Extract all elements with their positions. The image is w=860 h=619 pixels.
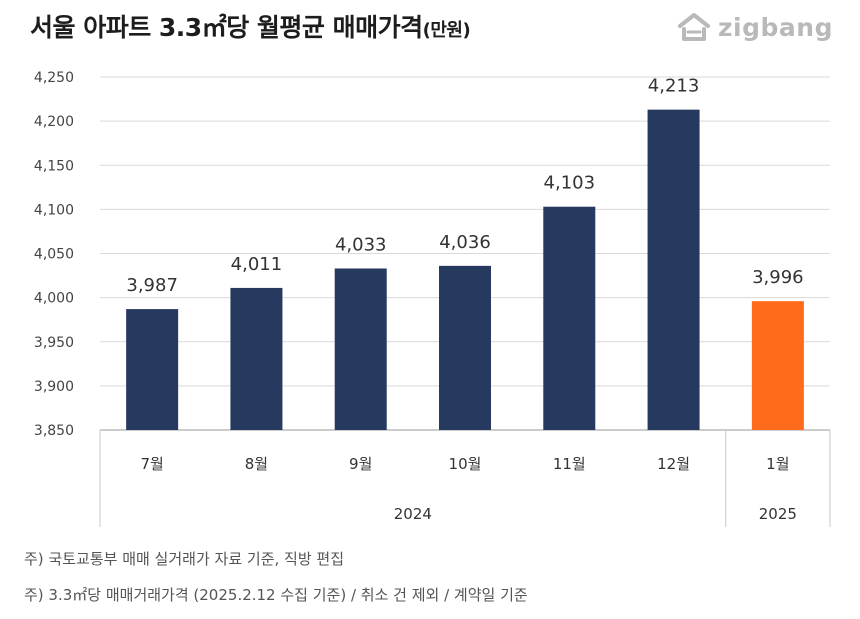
bar — [439, 265, 491, 430]
x-category-label: 8월 — [245, 455, 268, 473]
bar — [751, 301, 804, 430]
bar — [647, 109, 700, 430]
zigbang-logo: zigbang — [676, 12, 833, 42]
bar — [334, 268, 387, 430]
x-category-label: 7월 — [140, 455, 163, 473]
y-tick-label: 4,100 — [34, 202, 74, 218]
chart-title: 서울 아파트 3.3㎡당 월평균 매매가격(만원) — [30, 8, 471, 44]
chart-title-unit: (만원) — [422, 20, 471, 41]
y-tick-label: 4,150 — [34, 158, 74, 174]
x-year-group-label: 2025 — [759, 505, 797, 523]
y-tick-label: 4,200 — [34, 114, 74, 130]
bar — [543, 206, 596, 430]
bar — [230, 287, 283, 430]
x-category-label: 11월 — [553, 455, 586, 473]
x-category-label: 10월 — [449, 455, 482, 473]
y-tick-label: 4,050 — [34, 247, 74, 263]
footnote-source: 주) 국토교통부 매매 실거래가 자료 기준, 직방 편집 — [24, 550, 344, 568]
y-tick-label: 4,000 — [34, 291, 74, 307]
bar-value-label: 3,987 — [126, 275, 178, 296]
bar-value-label: 3,996 — [752, 267, 804, 288]
x-category-label: 1월 — [766, 455, 789, 473]
y-tick-label: 4,250 — [34, 70, 74, 86]
bar-value-label: 4,033 — [335, 235, 387, 256]
x-year-group-label: 2024 — [394, 505, 432, 523]
x-category-label: 9월 — [349, 455, 372, 473]
y-tick-label: 3,850 — [34, 423, 74, 439]
bar-value-label: 4,213 — [648, 76, 700, 97]
bar-chart: 3,850 3,900 3,950 4,000 4,050 4,100 4,150 4,200… — [34, 70, 831, 527]
bar — [126, 309, 179, 430]
bar-value-label: 4,036 — [439, 232, 491, 253]
y-tick-label: 3,900 — [34, 379, 74, 395]
x-category-label: 12월 — [657, 455, 690, 473]
footnote-method: 주) 3.3㎡당 매매거래가격 (2025.2.12 수집 기준) / 취소 건… — [24, 586, 528, 604]
y-tick-label: 3,950 — [34, 335, 74, 351]
chart-title-main: 서울 아파트 3.3㎡당 월평균 매매가격 — [30, 13, 423, 42]
bar-value-label: 4,103 — [544, 173, 596, 194]
zigbang-logo-text: zigbang — [718, 12, 833, 42]
zigbang-house-icon — [678, 13, 710, 41]
bar-value-label: 4,011 — [231, 254, 283, 275]
